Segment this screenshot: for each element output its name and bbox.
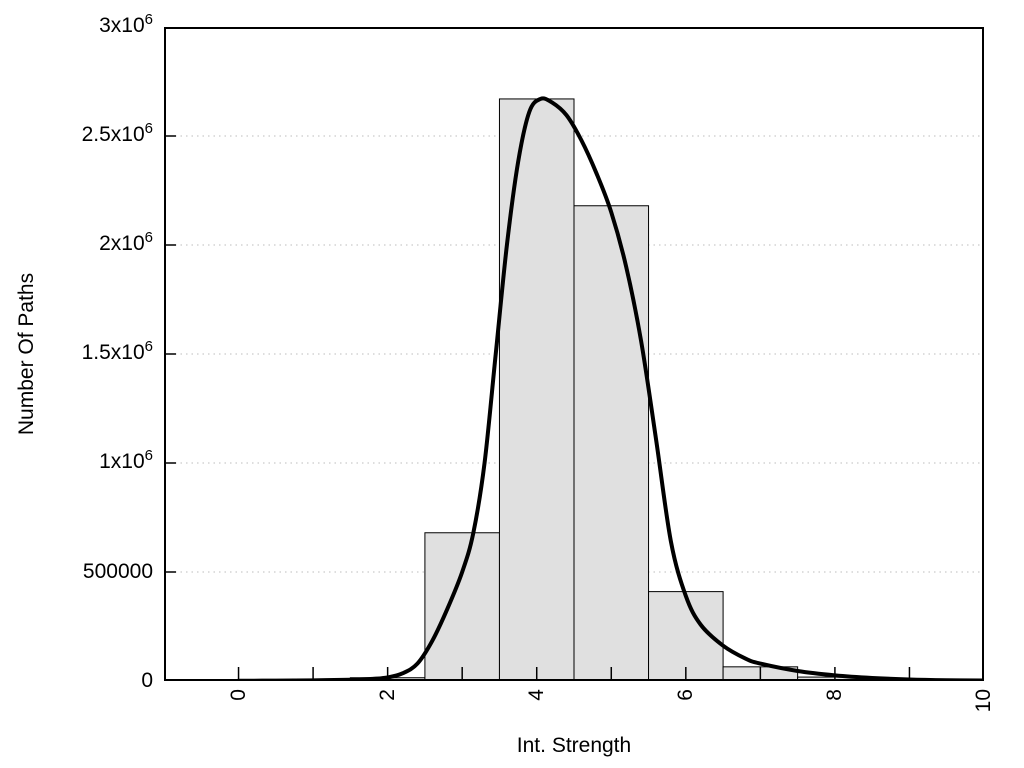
y-tick-label: 2.5x106	[81, 120, 153, 146]
x-axis-title: Int. Strength	[516, 734, 632, 757]
histogram-bar	[573, 205, 650, 681]
plot-border	[164, 27, 984, 681]
y-tick-label: 3x106	[99, 11, 153, 37]
plot-canvas	[164, 27, 984, 681]
fit-curve	[236, 96, 984, 681]
plot-area	[164, 27, 984, 681]
y-tick-label: 500000	[82, 560, 153, 583]
x-tick-label: 10	[972, 689, 995, 713]
x-tick-label: 6	[673, 689, 697, 701]
histogram-bar	[424, 532, 500, 681]
x-tick-label: 2	[375, 689, 399, 701]
y-tick-label: 1.5x106	[81, 338, 153, 364]
x-tick-label: 0	[226, 689, 250, 701]
y-tick-label: 2x106	[99, 229, 153, 255]
y-axis-title: Number Of Paths	[15, 272, 38, 436]
y-tick-label: 1x106	[99, 447, 153, 473]
y-tick-label: 0	[141, 669, 153, 692]
x-tick-label: 8	[822, 689, 846, 701]
histogram-bar	[498, 98, 575, 681]
